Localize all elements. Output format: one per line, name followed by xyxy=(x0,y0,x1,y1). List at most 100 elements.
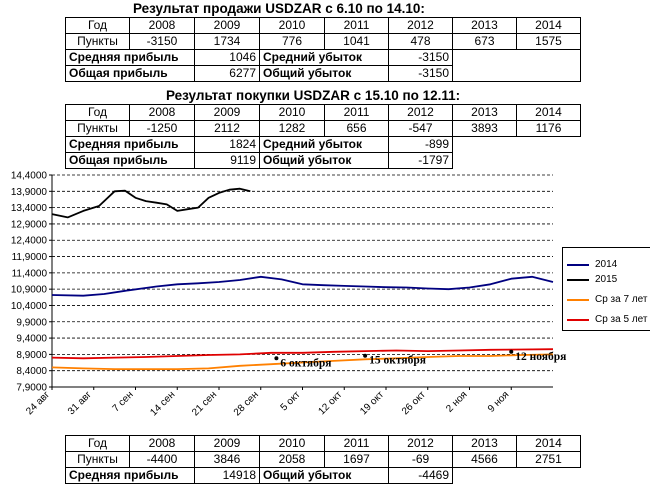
sell-total-profit-label: Общая прибыль xyxy=(65,65,195,82)
sell-points-cell: 1575 xyxy=(516,33,581,50)
legend-swatch xyxy=(567,299,589,301)
summary-points-cell: -69 xyxy=(388,451,453,468)
sell-year-cell: 2008 xyxy=(129,17,195,34)
y-tick-label: 13,9000 xyxy=(11,187,48,198)
sell-points-cell: 673 xyxy=(452,33,517,50)
sell-points-cell: 1734 xyxy=(194,33,260,50)
annotation-label: 15 октября xyxy=(369,355,426,367)
sell-total-loss-label: Общий убыток xyxy=(259,65,389,82)
sell-points-label: Пункты xyxy=(65,33,130,50)
x-tick-label: 28 сен xyxy=(232,389,261,418)
buy-total-loss-value: -1797 xyxy=(388,152,453,169)
x-tick-label: 14 сен xyxy=(148,389,177,418)
chart-legend: 2014 2015 Ср за 7 лет Ср за 5 лет xyxy=(562,247,650,331)
buy-points-cell: -547 xyxy=(388,120,453,137)
buy-year-label: Год xyxy=(65,104,130,121)
sell-total-loss-value: -3150 xyxy=(388,65,453,82)
sell-year-cell: 2011 xyxy=(324,17,389,34)
sell-total-row: Общая прибыль 6277 Общий убыток -3150 xyxy=(65,65,581,82)
legend-label: Ср за 5 лет xyxy=(595,314,648,325)
buy-avg-loss-label: Средний убыток xyxy=(259,136,389,153)
sell-points-cell: -3150 xyxy=(129,33,195,50)
buy-year-cell: 2008 xyxy=(129,104,195,121)
legend-label: Ср за 7 лет xyxy=(595,294,648,305)
summary-points-cell: 3846 xyxy=(194,451,260,468)
summary-year-label: Год xyxy=(65,435,130,452)
series-line xyxy=(51,353,554,371)
buy-avg-profit-value: 1824 xyxy=(194,136,260,153)
summary-year-cell: 2008 xyxy=(129,435,195,452)
summary-year-cell: 2009 xyxy=(194,435,260,452)
legend-swatch xyxy=(567,264,589,266)
sell-year-label: Год xyxy=(65,17,130,34)
legend-swatch xyxy=(567,279,589,281)
y-tick-label: 13,4000 xyxy=(11,203,48,214)
sell-total-profit-value: 6277 xyxy=(194,65,260,82)
sell-points-cell: 1041 xyxy=(324,33,389,50)
summary-avg-row: Средняя прибыль 14918 Общий убыток -4469 xyxy=(65,467,581,484)
y-tick-label: 12,4000 xyxy=(11,236,48,247)
legend-label: 2015 xyxy=(595,274,618,285)
annotation-label: 12 ноября xyxy=(515,351,566,363)
buy-avg-loss-value: -899 xyxy=(388,136,453,153)
buy-avg-row: Средняя прибыль 1824 Средний убыток -899 xyxy=(65,136,581,153)
y-tick-label: 10,4000 xyxy=(11,301,48,312)
annotation-label: 6 октября xyxy=(280,357,331,369)
legend-label: 2014 xyxy=(595,259,618,270)
summary-points-label: Пункты xyxy=(65,451,130,468)
buy-title: Результат покупки USDZAR с 15.10 по 12.1… xyxy=(166,88,461,103)
buy-points-cell: 2112 xyxy=(194,120,260,137)
sell-points-row: Пункты -3150 1734 776 1041 478 673 1575 xyxy=(65,33,581,50)
summary-points-cell: 4566 xyxy=(452,451,517,468)
sell-avg-loss-label: Средний убыток xyxy=(259,49,389,66)
summary-table: Год 2008 2009 2010 2011 2012 2013 2014 П… xyxy=(65,435,581,484)
buy-points-row: Пункты -1250 2112 1282 656 -547 3893 117… xyxy=(65,120,581,137)
series-line xyxy=(51,348,554,360)
x-tick-label: 12 окт xyxy=(316,389,344,417)
series-line xyxy=(51,275,554,297)
sell-points-cell: 776 xyxy=(259,33,325,50)
buy-points-cell: 1176 xyxy=(516,120,581,137)
x-tick-label: 19 окт xyxy=(358,389,386,417)
summary-avg-profit-label: Средняя прибыль xyxy=(65,467,195,484)
sell-title: Результат продажи USDZAR с 6.10 по 14.10… xyxy=(133,1,425,16)
y-tick-label: 10,9000 xyxy=(11,285,48,296)
legend-item: Ср за 7 лет xyxy=(567,293,650,307)
summary-points-cell: -4400 xyxy=(129,451,195,468)
sell-avg-profit-label: Средняя прибыль xyxy=(65,49,195,66)
sell-points-cell: 478 xyxy=(388,33,453,50)
summary-avg-loss-value: -4469 xyxy=(388,467,453,484)
y-tick-label: 12,9000 xyxy=(11,219,48,230)
summary-avg-loss-label: Общий убыток xyxy=(259,467,389,484)
series-lines xyxy=(51,187,554,371)
x-tick-label: 2 ноя xyxy=(444,389,469,414)
y-tick-label: 14,4000 xyxy=(11,171,48,182)
summary-year-cell: 2010 xyxy=(259,435,325,452)
buy-points-cell: 656 xyxy=(324,120,389,137)
buy-total-profit-value: 9119 xyxy=(194,152,260,169)
legend-item: 2014 xyxy=(567,258,650,272)
y-tick-label: 8,9000 xyxy=(16,350,47,361)
summary-year-cell: 2012 xyxy=(388,435,453,452)
summary-points-cell: 2751 xyxy=(516,451,581,468)
sell-year-cell: 2014 xyxy=(516,17,581,34)
sell-table: Год 2008 2009 2010 2011 2012 2013 2014 П… xyxy=(65,17,581,82)
sell-year-cell: 2010 xyxy=(259,17,325,34)
sell-avg-row: Средняя прибыль 1046 Средний убыток -315… xyxy=(65,49,581,82)
legend-item: 2015 xyxy=(567,273,650,287)
summary-year-cell: 2013 xyxy=(452,435,517,452)
legend-swatch xyxy=(567,319,589,321)
x-tick-label: 9 ноя xyxy=(486,389,511,414)
sell-avg-profit-value: 1046 xyxy=(194,49,260,66)
x-tick-label: 21 сен xyxy=(190,389,219,418)
buy-points-label: Пункты xyxy=(65,120,130,137)
annotation-marker xyxy=(509,349,514,354)
summary-empty-cell xyxy=(453,468,581,484)
summary-points-cell: 1697 xyxy=(324,451,389,468)
buy-year-cell: 2011 xyxy=(324,104,389,121)
buy-total-profit-label: Общая прибыль xyxy=(65,152,195,169)
y-tick-label: 8,4000 xyxy=(16,366,47,377)
y-tick-label: 11,4000 xyxy=(12,268,48,279)
buy-points-cell: 1282 xyxy=(259,120,325,137)
buy-avg-profit-label: Средняя прибыль xyxy=(65,136,195,153)
